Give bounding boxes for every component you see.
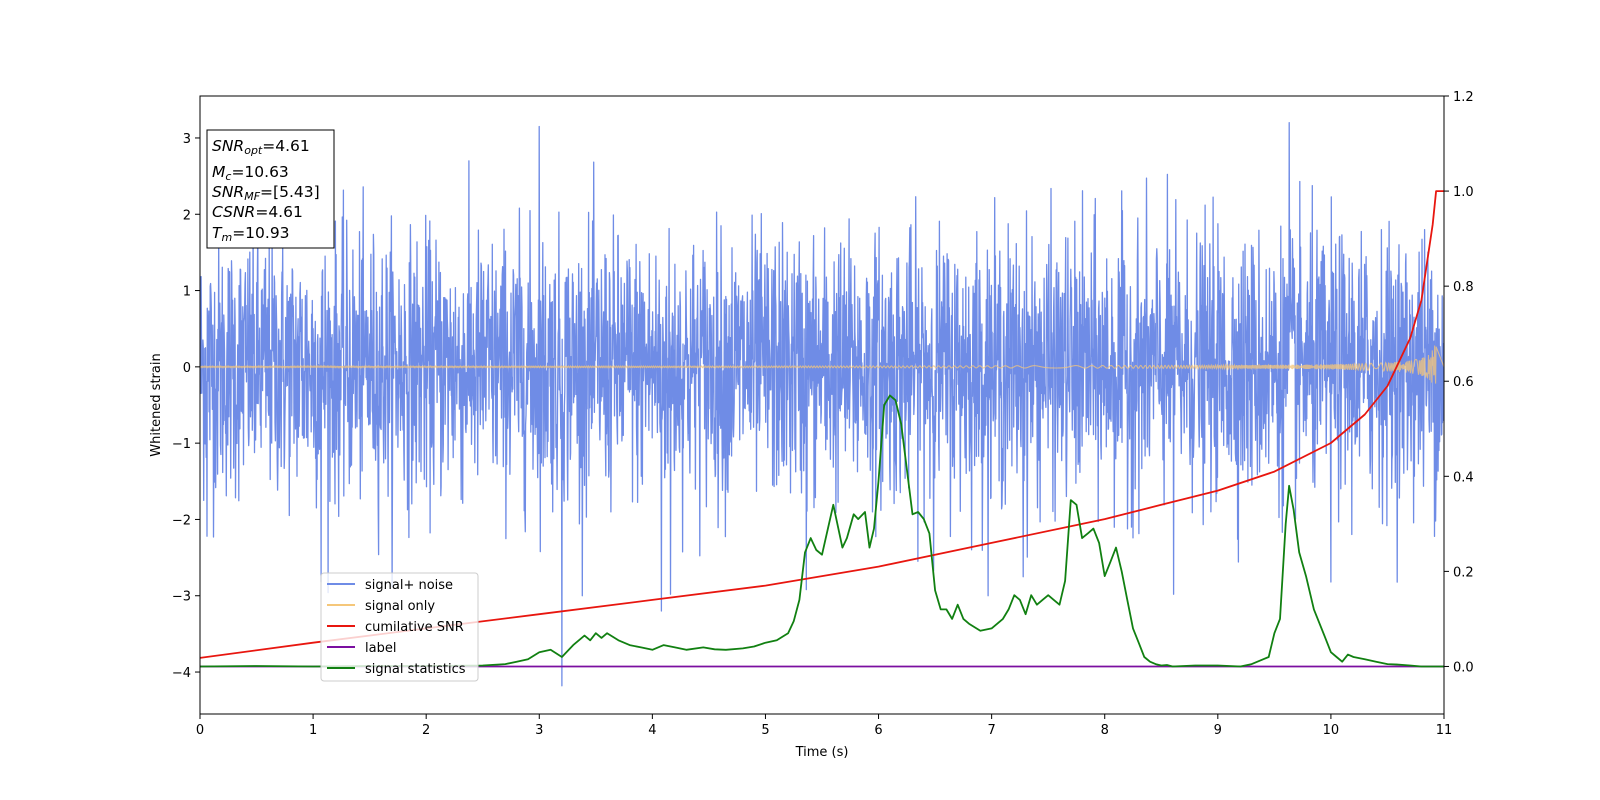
y2-tick-label: 0.0 — [1453, 660, 1474, 675]
y-tick-label: −2 — [172, 513, 191, 528]
y2-tick-label: 0.2 — [1453, 565, 1474, 580]
annotation-line: SNRopt=4.61 — [212, 137, 310, 157]
legend-entry: cumilative SNR — [365, 620, 464, 635]
y-tick-label: −4 — [172, 666, 191, 681]
annotation-frame — [206, 129, 335, 249]
annotation-line: CSNR=4.61 — [212, 203, 303, 221]
legend-frame — [320, 572, 479, 682]
y-tick-label: 3 — [183, 132, 191, 147]
y-tick-label: −1 — [172, 437, 191, 452]
y2-tick-label: 1.0 — [1453, 185, 1474, 200]
x-axis-label: Time (s) — [795, 745, 849, 760]
x-tick-label: 0 — [196, 723, 204, 738]
x-tick-label: 1 — [309, 723, 317, 738]
legend-entry: signal only — [365, 599, 435, 614]
x-tick-label: 9 — [1214, 723, 1222, 738]
cumulative-snr-line — [200, 190, 1444, 659]
x-tick-label: 5 — [761, 723, 769, 738]
y2-tick-label: 0.4 — [1453, 470, 1474, 485]
x-tick-label: 8 — [1101, 723, 1109, 738]
y-axis-right: 0.0 0.2 0.4 0.6 0.8 1.0 1.2 — [1444, 90, 1474, 675]
x-axis: 0 1 2 3 4 5 6 7 8 9 10 11 — [196, 714, 1452, 738]
y-axis-left: −4 −3 −2 −1 0 1 2 3 — [172, 132, 200, 681]
x-tick-label: 6 — [874, 723, 882, 738]
signal-only-line — [200, 345, 1444, 384]
y-axis-label: Whitened strain — [149, 353, 164, 456]
x-tick-label: 3 — [535, 723, 543, 738]
annotation-line: Mc=10.63 — [212, 163, 289, 183]
y2-tick-label: 0.6 — [1453, 375, 1474, 390]
y2-tick-label: 1.2 — [1453, 90, 1474, 105]
x-tick-label: 4 — [648, 723, 656, 738]
signal-only-series — [200, 345, 1444, 384]
legend-entry: label — [365, 641, 396, 656]
annotation-line: SNRMF=[5.43] — [212, 183, 320, 203]
x-tick-label: 2 — [422, 723, 430, 738]
legend-entry: signal statistics — [365, 662, 466, 677]
stats-annotation-box: SNRopt=4.61 Mc=10.63SNRMF=[5.43]CSNR=4.61… — [206, 129, 335, 249]
legend-entry: signal+ noise — [365, 578, 453, 593]
x-tick-label: 10 — [1323, 723, 1340, 738]
legend: signal+ noise signal only cumilative SNR la… — [320, 572, 479, 682]
y-tick-label: 2 — [183, 208, 191, 223]
signal-noise-series — [200, 122, 1444, 687]
y-tick-label: −3 — [172, 590, 191, 605]
annotation-line: Tm=10.93 — [212, 224, 290, 244]
signal-noise-line — [200, 122, 1444, 687]
y-tick-label: 0 — [183, 361, 191, 376]
signal-statistics-line — [200, 394, 1444, 668]
x-tick-label: 11 — [1436, 723, 1453, 738]
y-tick-label: 1 — [183, 285, 191, 300]
plot-frame — [199, 95, 1445, 715]
x-tick-label: 7 — [987, 723, 995, 738]
y2-tick-label: 0.8 — [1453, 280, 1474, 295]
